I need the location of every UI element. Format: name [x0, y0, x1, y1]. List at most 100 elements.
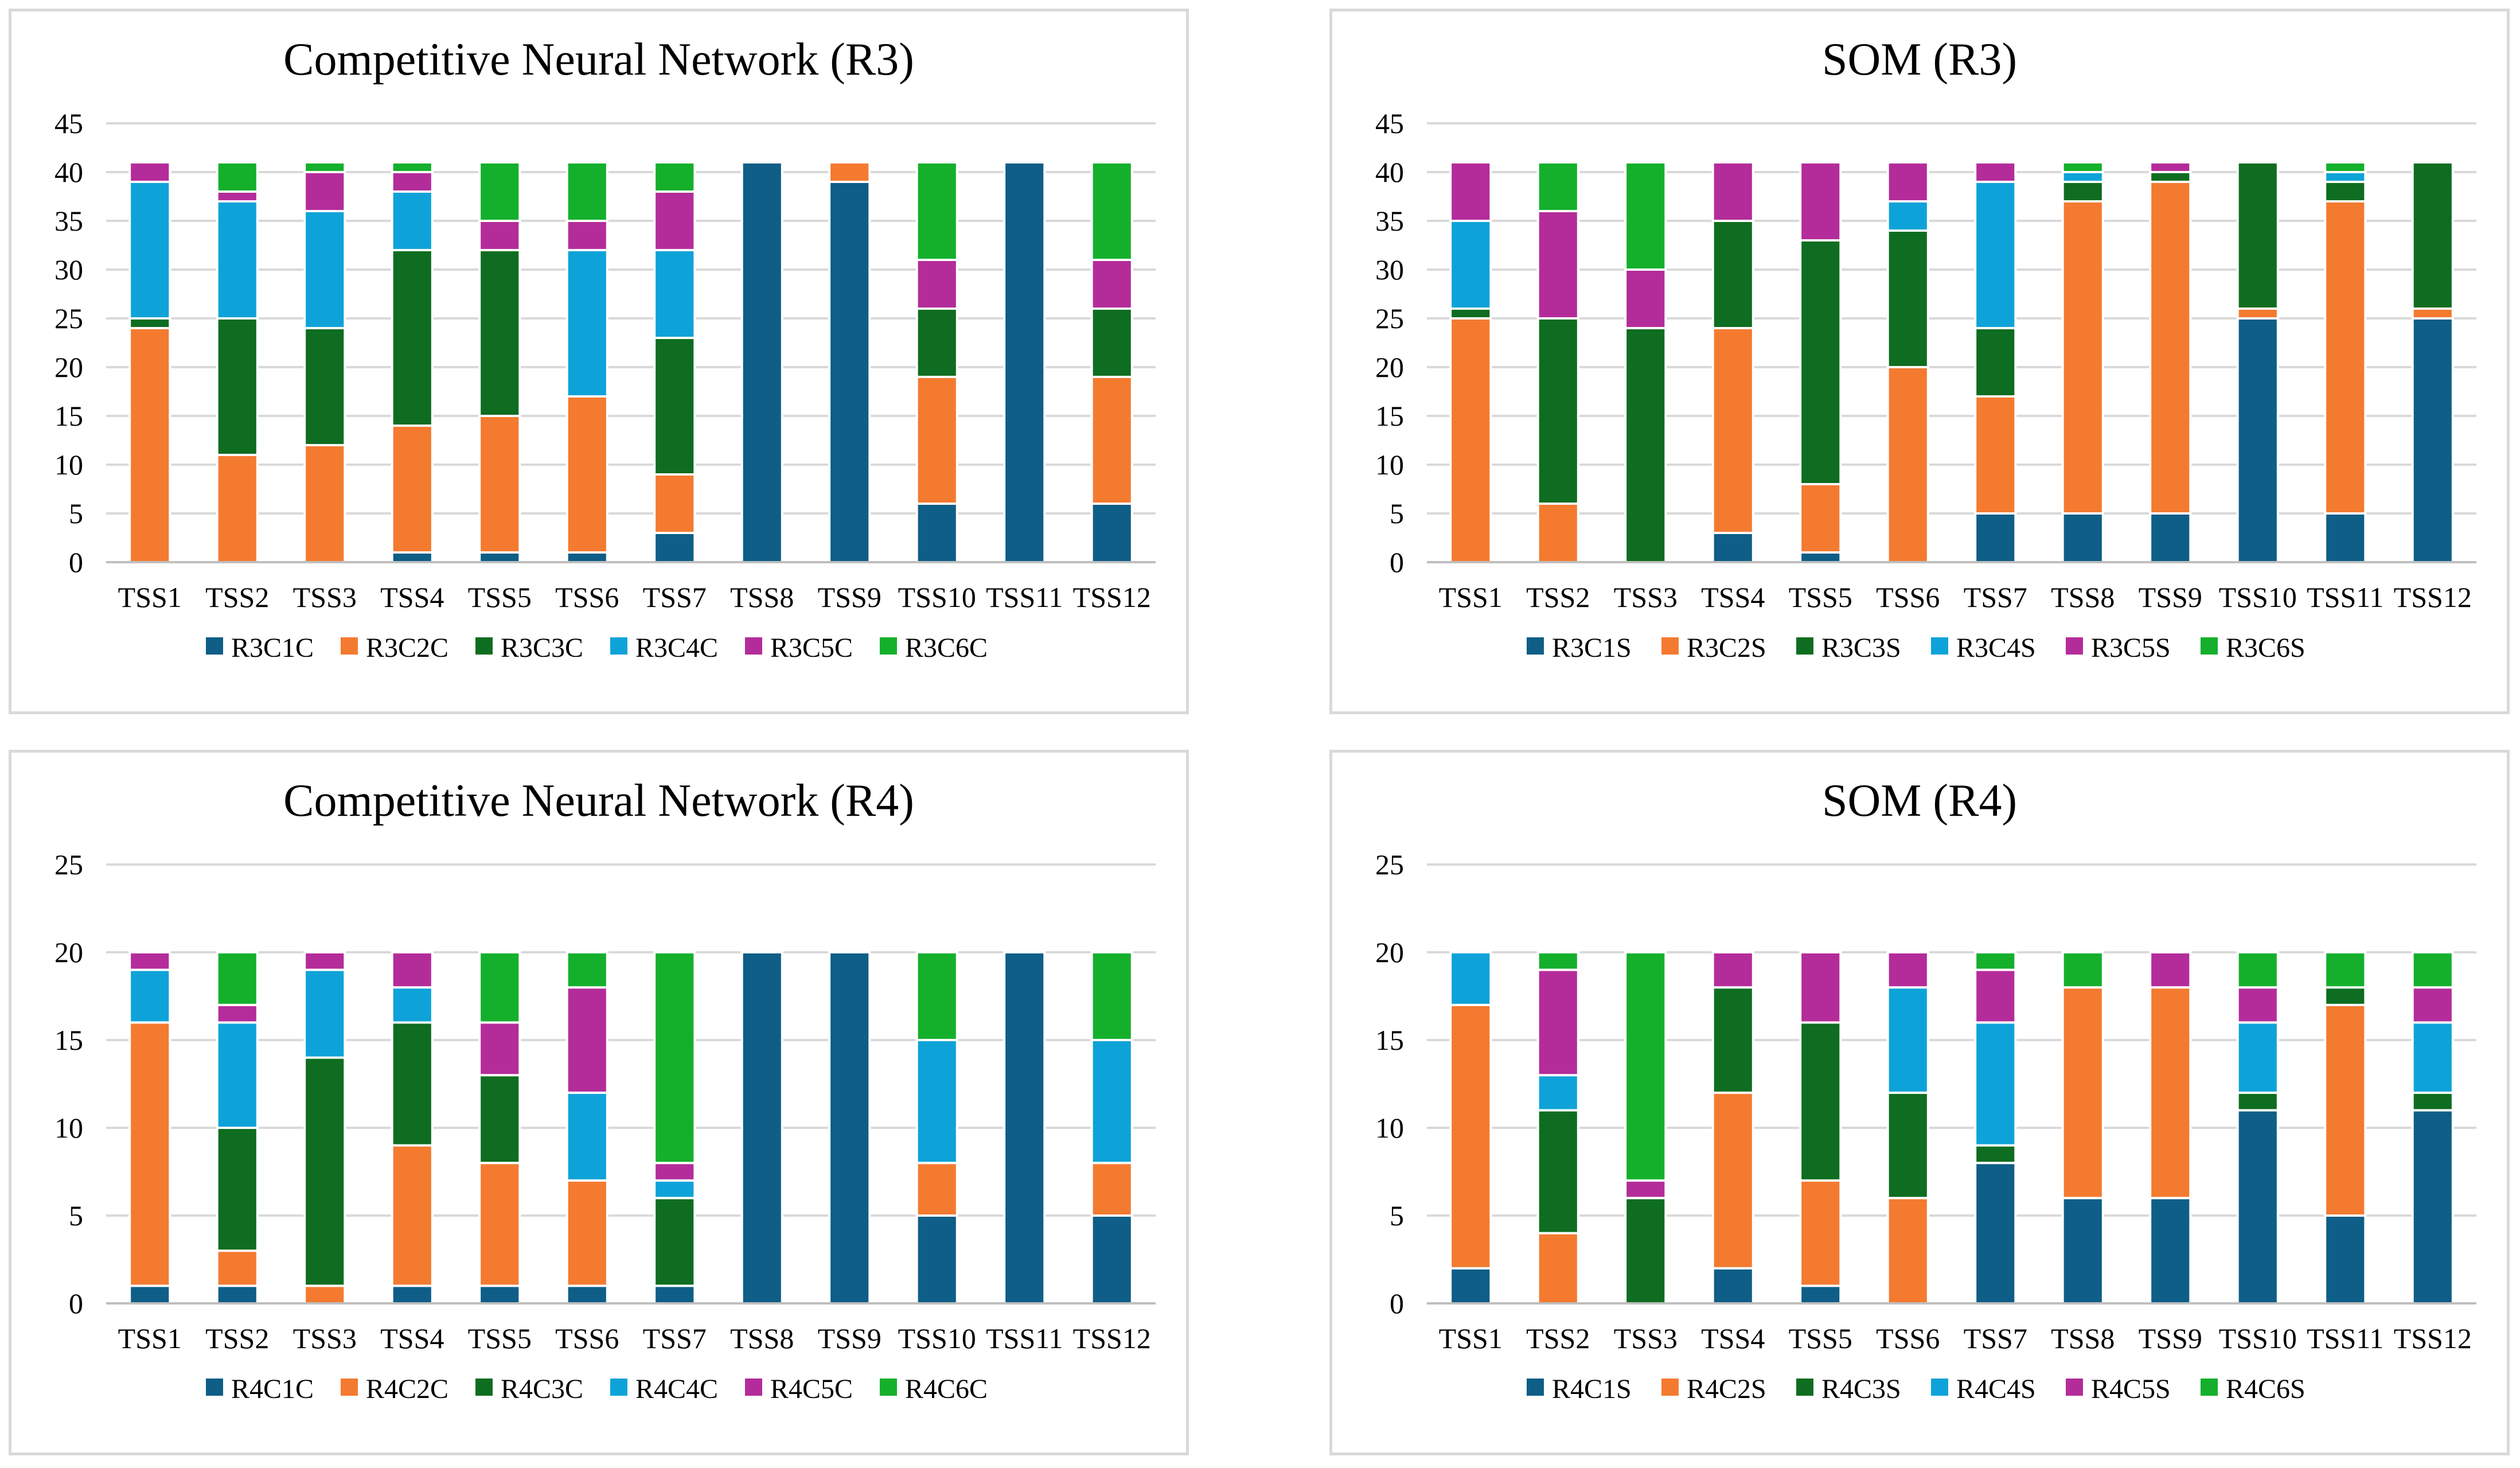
bar-segment-r3c1s-tss12 [2411, 317, 2454, 563]
y-tick-label: 10 [54, 449, 83, 481]
bar-segment-r3c2c-tss4 [391, 425, 434, 554]
legend-swatch-r4c6c [880, 1379, 897, 1396]
legend-label-r4c1s: R4C1S [1552, 1374, 1632, 1404]
bar-segment-r3c2s-tss4 [1711, 327, 1754, 534]
bar-segment-r4c6s-tss3 [1624, 951, 1667, 1182]
legend-swatch-r4c2c [341, 1379, 358, 1396]
bar-segment-r4c3s-tss4 [1711, 986, 1754, 1094]
x-tick-label: TSS9 [2139, 581, 2202, 613]
x-tick-label: TSS1 [1439, 581, 1503, 613]
x-tick-label: TSS11 [986, 581, 1063, 613]
bar-segment-r4c6s-tss8 [2061, 951, 2104, 989]
x-tick-label: TSS7 [1964, 581, 2027, 613]
bar-segment-r4c2s-tss11 [2324, 1003, 2367, 1217]
bar-segment-r4c1s-tss4 [1711, 1267, 1754, 1305]
x-tick-label: TSS3 [293, 581, 357, 613]
bar-segment-r3c1s-tss8 [2061, 512, 2104, 563]
bar-segment-r4c2c-tss5 [478, 1162, 521, 1287]
bar-segment-r3c2s-tss11 [2324, 200, 2367, 515]
bar-segment-r3c5s-tss1 [1449, 161, 1492, 222]
bar-segment-r4c4c-tss1 [128, 968, 171, 1024]
bar-segment-r4c5s-tss10 [2236, 986, 2279, 1024]
chart-svg-cnn-r4: Competitive Neural Network (R4) 0 5 10 15 20 2… [54, 776, 1156, 1404]
x-tick-label: TSS8 [730, 581, 794, 613]
bar-segment-r3c4c-tss6 [565, 249, 608, 398]
bar-segment-r4c1s-tss10 [2236, 1109, 2279, 1305]
bar-segment-r3c1c-tss8 [740, 161, 783, 563]
y-tick-label: 35 [54, 205, 83, 237]
bar-segment-r4c4c-tss2 [216, 1021, 259, 1129]
bar-segment-r4c3c-tss5 [478, 1074, 521, 1165]
x-tick-label: TSS8 [2051, 581, 2115, 613]
bar-segment-r4c1s-tss11 [2324, 1214, 2367, 1305]
bar-segment-r3c3s-tss8 [2061, 181, 2104, 203]
bar-segment-r4c3c-tss2 [216, 1127, 259, 1252]
bar-segment-r3c2s-tss12 [2411, 307, 2454, 320]
bar-segment-r3c3s-tss2 [1536, 317, 1579, 505]
bar-segment-r3c6c-tss6 [565, 161, 608, 222]
bar-segment-r4c5c-tss4 [391, 951, 434, 989]
legend-label-r3c5s: R3C5S [2091, 633, 2171, 663]
x-tick-label: TSS6 [555, 581, 619, 613]
bar-segment-r4c4s-tss2 [1536, 1074, 1579, 1112]
bar-segment-r4c1c-tss5 [478, 1284, 521, 1305]
bar-segment-r4c1s-tss1 [1449, 1267, 1492, 1305]
legend-swatch-r4c4c [610, 1379, 627, 1396]
y-tick-label: 25 [54, 848, 83, 881]
bar-segment-r4c4s-tss12 [2411, 1021, 2454, 1094]
bar-segment-r3c3c-tss1 [128, 317, 171, 329]
bar-segment-r4c6s-tss11 [2324, 951, 2367, 989]
bar-segment-r4c2s-tss1 [1449, 1003, 1492, 1270]
bar-segment-r4c1s-tss9 [2149, 1197, 2192, 1305]
x-tick-label: TSS6 [1876, 581, 1940, 613]
legend-swatch-r4c6s [2201, 1379, 2218, 1396]
bar-segment-r3c5c-tss12 [1090, 259, 1133, 310]
y-tick-label: 10 [1375, 1112, 1404, 1144]
bar-segment-r4c6c-tss7 [653, 951, 696, 1165]
bar-segment-r4c4s-tss1 [1449, 951, 1492, 1006]
bar-segment-r3c6c-tss3 [303, 161, 346, 173]
y-tick-label: 30 [1375, 254, 1404, 286]
bar-segment-r4c1c-tss4 [391, 1284, 434, 1305]
legend-swatch-r3c5c [745, 637, 762, 655]
legend-label-r3c3c: R3C3C [501, 633, 583, 663]
y-tick-label: 10 [54, 1112, 83, 1144]
bar-segment-r3c1s-tss7 [1974, 512, 2017, 563]
x-tick-label: TSS8 [2051, 1322, 2115, 1354]
bar-segment-r3c5c-tss6 [565, 220, 608, 251]
legend-label-r4c6s: R4C6S [2226, 1374, 2306, 1404]
bar-segment-r3c3s-tss11 [2324, 181, 2367, 203]
x-tick-label: TSS6 [555, 1322, 619, 1354]
bar-segment-r3c1s-tss4 [1711, 532, 1754, 563]
bar-segment-r3c5s-tss6 [1886, 161, 1929, 203]
y-tick-label: 40 [1375, 156, 1404, 188]
legend-swatch-r3c4c [610, 637, 627, 655]
legend-label-r3c3s: R3C3S [1821, 633, 1901, 663]
bar-segment-r4c3s-tss2 [1536, 1109, 1579, 1235]
bar-segment-r3c5c-tss3 [303, 171, 346, 212]
legend-label-r3c2c: R3C2C [366, 633, 448, 663]
chart-svg-som-r3: SOM (R3) 0 5 10 15 20 25 30 35 40 45 TSS1 TSS2 TSS3 TS… [1375, 34, 2476, 663]
bar-segment-r3c3s-tss10 [2236, 161, 2279, 310]
bar-segment-r4c2c-tss12 [1090, 1162, 1133, 1217]
legend-label-r3c4c: R3C4C [635, 633, 718, 663]
bar-segment-r3c2c-tss9 [828, 161, 871, 183]
y-tick-label: 30 [54, 254, 83, 286]
x-tick-label: TSS3 [1614, 1322, 1678, 1354]
bar-segment-r4c5c-tss2 [216, 1003, 259, 1024]
bar-segment-r3c2c-tss2 [216, 454, 259, 563]
y-tick-label: 45 [1375, 107, 1404, 139]
chart-svg-cnn-r3: Competitive Neural Network (R3) 0 5 10 15 20 2… [54, 34, 1156, 663]
bar-segment-r4c1c-tss10 [915, 1214, 958, 1305]
chart-panel-som-r4: SOM (R4) 0 5 10 15 20 25 TSS1 TSS2 TSS3 TSS4 TSS5 TS… [1329, 750, 2510, 1455]
bar-segment-r3c6c-tss10 [915, 161, 958, 261]
legend-swatch-r3c2s [1661, 637, 1679, 655]
bar-segment-r3c3s-tss5 [1799, 239, 1842, 485]
bar-segment-r3c1c-tss12 [1090, 503, 1133, 563]
x-tick-label: TSS1 [118, 1322, 182, 1354]
bar-segment-r3c5s-tss2 [1536, 210, 1579, 320]
bar-segment-r4c6s-tss10 [2236, 951, 2279, 989]
x-tick-label: TSS10 [2219, 1322, 2297, 1354]
bar-segment-r3c2c-tss1 [128, 327, 171, 563]
bar-segment-r4c3s-tss10 [2236, 1091, 2279, 1112]
